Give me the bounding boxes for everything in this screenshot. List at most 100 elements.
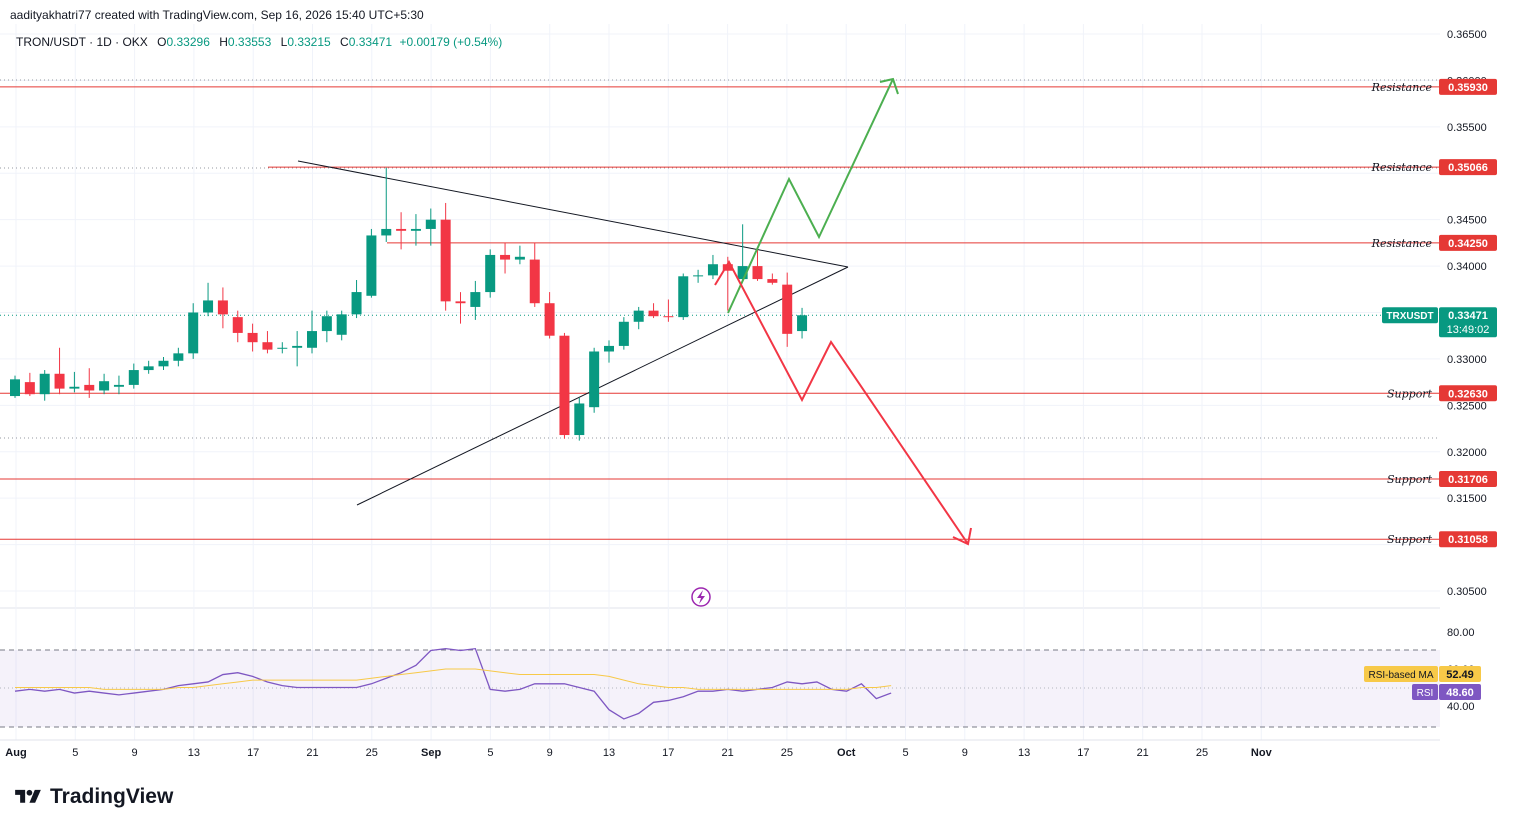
- horizontal-grid: [0, 33, 1440, 592]
- candle: [39, 373, 50, 395]
- candle: [381, 228, 392, 236]
- time-tick-label: Aug: [5, 747, 26, 759]
- open-label: O: [157, 35, 167, 49]
- time-tick-label: 9: [547, 747, 553, 759]
- candle: [693, 275, 704, 277]
- candle: [500, 254, 511, 260]
- tradingview-brand[interactable]: TradingView: [12, 785, 173, 809]
- time-tick-label: 9: [962, 747, 968, 759]
- level-label: Support: [1387, 533, 1433, 546]
- level-price-badge: [1439, 471, 1497, 488]
- candle: [173, 353, 184, 361]
- candle: [604, 345, 614, 352]
- symbol-badge: [1382, 307, 1438, 324]
- time-tick-label: 9: [132, 747, 138, 759]
- price-tick-label: 0.32000: [1447, 447, 1487, 459]
- candle: [321, 316, 332, 332]
- candle: [440, 219, 451, 302]
- level-label: Resistance: [1371, 81, 1433, 94]
- rsi-tick-label: 40.00: [1447, 701, 1475, 713]
- time-axis: Aug 5 9 13 17 21 25 Sep 5 9 13 17 21 25 Oct 5 9 13 17 21 25 N…: [5, 747, 1272, 759]
- vertical-grid: [15, 24, 1262, 740]
- time-tick-label: Nov: [1251, 747, 1273, 759]
- candle: [24, 382, 35, 395]
- price-tick-label: 0.32500: [1447, 400, 1487, 412]
- candle: [128, 370, 139, 385]
- time-tick-label: 17: [247, 747, 259, 759]
- candle: [203, 300, 214, 313]
- candle: [707, 264, 718, 276]
- candle: [113, 384, 124, 387]
- change-value: +0.00179 (+0.54%): [399, 35, 503, 49]
- level-price: 0.34250: [1448, 238, 1488, 250]
- price-tick-label: 0.33000: [1447, 354, 1487, 366]
- candle: [84, 384, 95, 391]
- time-tick-label: 5: [902, 747, 908, 759]
- close-label: C: [340, 35, 349, 49]
- low-value: 0.33215: [287, 35, 331, 49]
- candle: [737, 266, 748, 280]
- level-price-badge: [1439, 159, 1497, 176]
- candle: [618, 321, 629, 346]
- lower-trendline: [356, 266, 849, 506]
- time-tick-label: 17: [1077, 747, 1089, 759]
- candle: [99, 381, 110, 391]
- level-label: Support: [1387, 387, 1433, 400]
- tradingview-logo-icon: [15, 789, 41, 803]
- price-tick-label: 0.34500: [1447, 215, 1487, 227]
- rsi-tick-label: 80.00: [1447, 627, 1475, 639]
- symbol-legend: TRON/USDT · 1D · OKX O0.33296 H0.33553 L…: [16, 35, 502, 49]
- time-tick-label: 21: [721, 747, 733, 759]
- candle: [396, 228, 407, 231]
- time-tick-label: 13: [603, 747, 615, 759]
- candle: [292, 345, 303, 348]
- time-tick-label: Sep: [421, 747, 441, 759]
- candle: [722, 264, 733, 271]
- level-price: 0.31058: [1448, 534, 1488, 546]
- time-tick-label: 25: [1196, 747, 1208, 759]
- candle: [307, 331, 317, 348]
- candle: [336, 314, 347, 335]
- candle: [277, 347, 288, 349]
- candle: [529, 259, 540, 304]
- candle: [262, 342, 273, 350]
- level-label: Resistance: [1371, 237, 1433, 250]
- candle: [351, 292, 362, 315]
- candle: [752, 266, 763, 280]
- time-tick-label: 25: [781, 747, 793, 759]
- lightning-icon: [691, 587, 711, 607]
- candle: [663, 316, 674, 318]
- level-price: 0.35066: [1448, 162, 1488, 174]
- level-price-badge: [1439, 531, 1497, 548]
- time-tick-label: 21: [1137, 747, 1149, 759]
- candle: [574, 403, 585, 436]
- brand-name: TradingView: [50, 785, 174, 808]
- rsi-series-badge: [1412, 684, 1438, 700]
- level-label: Support: [1387, 473, 1433, 486]
- attribution: aadityakhatri77 created with TradingView…: [10, 8, 424, 22]
- rsi-series-name: RSI-based MA: [1368, 670, 1433, 681]
- level-price: 0.35930: [1448, 82, 1488, 94]
- rsi-series-badge: [1364, 666, 1438, 682]
- candle: [217, 300, 228, 315]
- candle: [69, 386, 80, 389]
- candle: [633, 310, 644, 322]
- candle: [10, 379, 20, 397]
- rsi-value: 52.49: [1446, 669, 1474, 681]
- candle: [54, 373, 65, 389]
- symbol-badge-label: TRXUSDT: [1386, 311, 1433, 322]
- bearish-projection-path: [714, 259, 969, 545]
- bar-countdown: 13:49:02: [1447, 324, 1490, 336]
- close-value: 0.33471: [348, 35, 393, 49]
- level-price-badge: [1439, 234, 1497, 251]
- candle: [410, 228, 421, 231]
- candle: [678, 276, 689, 318]
- bearish-arrow-head: [952, 527, 972, 546]
- candle: [470, 292, 481, 307]
- rsi-value-badge: [1439, 684, 1481, 700]
- bullish-arrow-head: [879, 77, 899, 95]
- time-tick-label: 21: [306, 747, 318, 759]
- rsi-series-name: RSI: [1417, 688, 1434, 699]
- candle: [158, 360, 169, 367]
